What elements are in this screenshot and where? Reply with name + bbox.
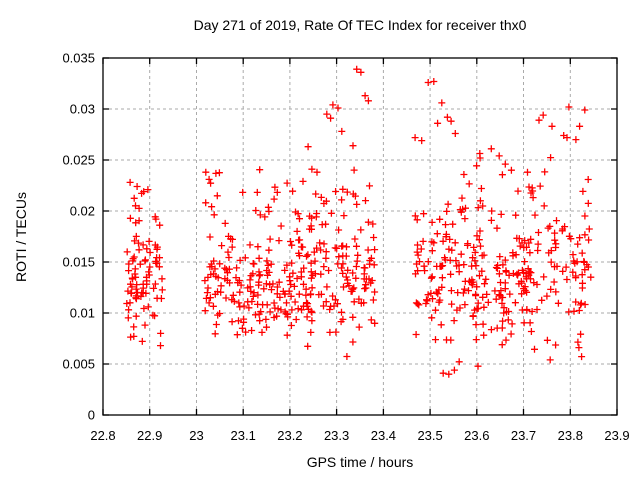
y-tick-label: 0.025 bbox=[62, 153, 95, 168]
x-tick-label: 23.2 bbox=[277, 428, 302, 443]
y-tick-label: 0 bbox=[88, 408, 95, 423]
scatter-points bbox=[123, 65, 595, 378]
x-tick-label: 23.5 bbox=[417, 428, 442, 443]
x-tick-label: 23.4 bbox=[371, 428, 396, 443]
x-tick-label: 23.1 bbox=[231, 428, 256, 443]
y-tick-label: 0.035 bbox=[62, 51, 95, 66]
y-tick-label: 0.01 bbox=[70, 306, 95, 321]
grid-lines bbox=[102, 57, 618, 416]
y-tick-label: 0.005 bbox=[62, 357, 95, 372]
x-tick-label: 23.3 bbox=[324, 428, 349, 443]
y-tick-label: 0.015 bbox=[62, 255, 95, 270]
y-tick-label: 0.03 bbox=[70, 102, 95, 117]
x-axis-label: GPS time / hours bbox=[306, 454, 414, 470]
x-tick-label: 23.6 bbox=[464, 428, 489, 443]
x-tick-label: 23.8 bbox=[558, 428, 583, 443]
axis-ticks bbox=[102, 57, 618, 416]
x-tick-label: 23.7 bbox=[511, 428, 536, 443]
y-tick-label: 0.02 bbox=[70, 204, 95, 219]
x-tick-label: 22.8 bbox=[90, 428, 115, 443]
chart-title: Day 271 of 2019, Rate Of TEC Index for r… bbox=[193, 17, 527, 33]
x-tick-label: 23 bbox=[189, 428, 203, 443]
x-tick-label: 23.9 bbox=[604, 428, 629, 443]
x-tick-label: 22.9 bbox=[137, 428, 162, 443]
plot-frame bbox=[102, 57, 618, 416]
